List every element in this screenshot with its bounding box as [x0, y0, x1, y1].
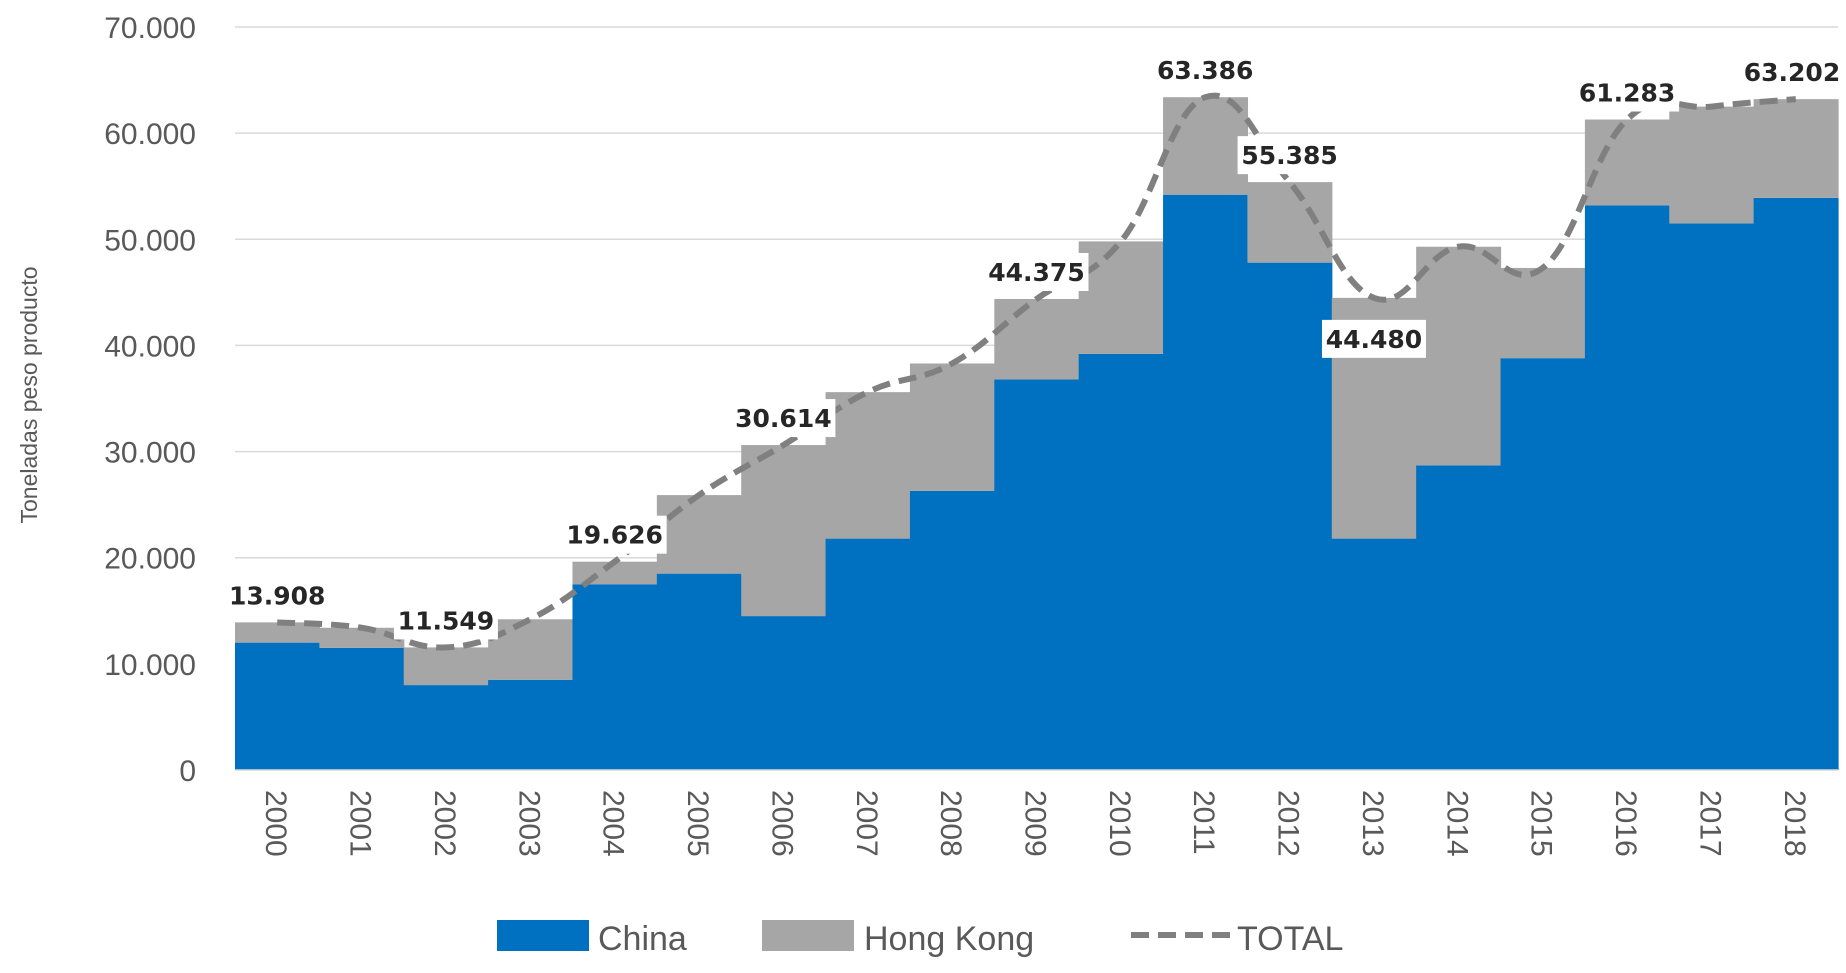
y-tick-label: 30.000 [104, 437, 196, 470]
x-tick-label: 2008 [934, 790, 967, 857]
china-area-segment [1584, 205, 1670, 770]
data-label-box [1740, 53, 1844, 92]
y-tick-label: 70.000 [104, 12, 196, 45]
hong-kong-area-segment [1247, 182, 1333, 263]
china-area-segment [1753, 197, 1839, 770]
china-area-segment [656, 573, 742, 770]
hong-kong-area-segment [1163, 97, 1249, 195]
china-area-segment [825, 538, 911, 770]
data-label-box [225, 576, 330, 615]
data-label: 44.375 [988, 258, 1084, 287]
data-label-box [1575, 73, 1680, 112]
data-label-box [731, 399, 836, 438]
data-labels: 13.908 11.549 19.626 30.614 44.375 63.386 55.3… [225, 51, 1844, 640]
y-tick-label: 60.000 [104, 118, 196, 151]
chart-areas [235, 97, 1839, 771]
hong-kong-area-segment [1669, 106, 1755, 224]
hong-kong-area-segment [741, 445, 827, 617]
data-label-box [1321, 319, 1426, 358]
hong-kong-area-segment [235, 622, 320, 643]
china-area-segment [572, 584, 658, 770]
hong-kong-area-segment [488, 619, 574, 680]
x-tick-label: 2013 [1356, 790, 1389, 857]
hong-kong-area-segment [994, 298, 1080, 380]
data-label: 61.283 [1579, 79, 1675, 108]
x-tick-label: 2007 [850, 790, 883, 857]
china-area-segment [403, 685, 489, 770]
x-tick-label: 2000 [259, 790, 292, 857]
legend-total-label: TOTAL [1237, 920, 1343, 958]
x-tick-label: 2009 [1019, 790, 1052, 857]
data-label: 30.614 [735, 404, 831, 433]
data-label: 55.385 [1241, 141, 1337, 170]
legend-hong-kong-swatch [762, 920, 854, 951]
hong-kong-area-segment [1416, 246, 1502, 466]
hong-kong-area-segment [1078, 241, 1164, 354]
data-label-box [393, 601, 498, 640]
hong-kong-area-segment [656, 495, 742, 574]
hong-kong-area-segment [1584, 119, 1670, 206]
data-label: 44.480 [1326, 325, 1422, 354]
x-tick-label: 2011 [1187, 790, 1220, 855]
data-label: 63.386 [1157, 56, 1253, 85]
legend-hong-kong-label: Hong Kong [864, 920, 1034, 958]
data-label: 19.626 [566, 521, 662, 550]
hong-kong-area-segment [1500, 267, 1586, 359]
legend: China Hong Kong TOTAL [497, 920, 1343, 958]
hong-kong-area-segment [403, 647, 489, 686]
y-tick-label: 40.000 [104, 330, 196, 363]
china-area-segment [1163, 194, 1249, 771]
x-tick-label: 2016 [1609, 790, 1642, 857]
china-area-segment [1669, 223, 1755, 771]
hong-kong-area-segment [909, 363, 995, 491]
x-tick-label: 2002 [428, 790, 461, 857]
y-tick-label: 20.000 [104, 543, 196, 576]
x-tick-label: 2005 [681, 790, 714, 857]
china-area-segment [1247, 262, 1333, 770]
data-label: 13.908 [229, 581, 325, 610]
x-tick-label: 2010 [1103, 790, 1136, 857]
x-tick-label: 2015 [1525, 790, 1558, 857]
hong-kong-area-segment [319, 627, 405, 648]
data-label: 11.549 [398, 606, 494, 635]
china-area-segment [319, 647, 405, 770]
china-area-segment [909, 490, 995, 770]
x-tick-label: 2001 [344, 790, 377, 857]
china-area-segment [235, 642, 320, 770]
x-tick-label: 2003 [512, 790, 545, 857]
data-label-box [984, 252, 1089, 291]
legend-china-swatch [497, 920, 589, 951]
china-area-segment [488, 679, 574, 770]
y-tick-label: 0 [179, 755, 196, 788]
x-tick-label: 2006 [765, 790, 798, 857]
x-tick-label: 2018 [1778, 790, 1811, 857]
china-area-segment [741, 616, 827, 770]
hong-kong-area-segment [1753, 99, 1839, 198]
data-label-box [1153, 51, 1258, 90]
total-line [276, 92, 1797, 651]
y-tick-label: 50.000 [104, 224, 196, 257]
china-area-segment [1500, 358, 1586, 770]
china-area-segment [1416, 465, 1502, 770]
x-tick-labels: 2000 2001 2002 2003 2004 2005 2006 2007 2008 2009… [259, 790, 1811, 857]
data-label-box [1237, 136, 1342, 175]
x-tick-label: 2004 [597, 790, 630, 857]
x-tick-label: 2012 [1272, 790, 1305, 857]
y-tick-labels: 0 10.000 20.000 30.000 40.000 50.000 60.000 70.… [104, 12, 196, 788]
china-area-segment [1331, 538, 1417, 770]
china-area-segment [994, 379, 1080, 770]
china-area-segment [1078, 353, 1164, 770]
y-axis-label: Toneladas peso producto [16, 266, 42, 523]
legend-china-label: China [598, 920, 687, 958]
total-line-layer [276, 92, 1797, 651]
data-label-box [562, 515, 667, 554]
x-tick-label: 2017 [1693, 790, 1726, 857]
hong-kong-area-segment [825, 392, 911, 539]
data-label: 63.202 [1744, 58, 1840, 87]
x-tick-label: 2014 [1440, 790, 1473, 857]
y-tick-label: 10.000 [104, 649, 196, 682]
